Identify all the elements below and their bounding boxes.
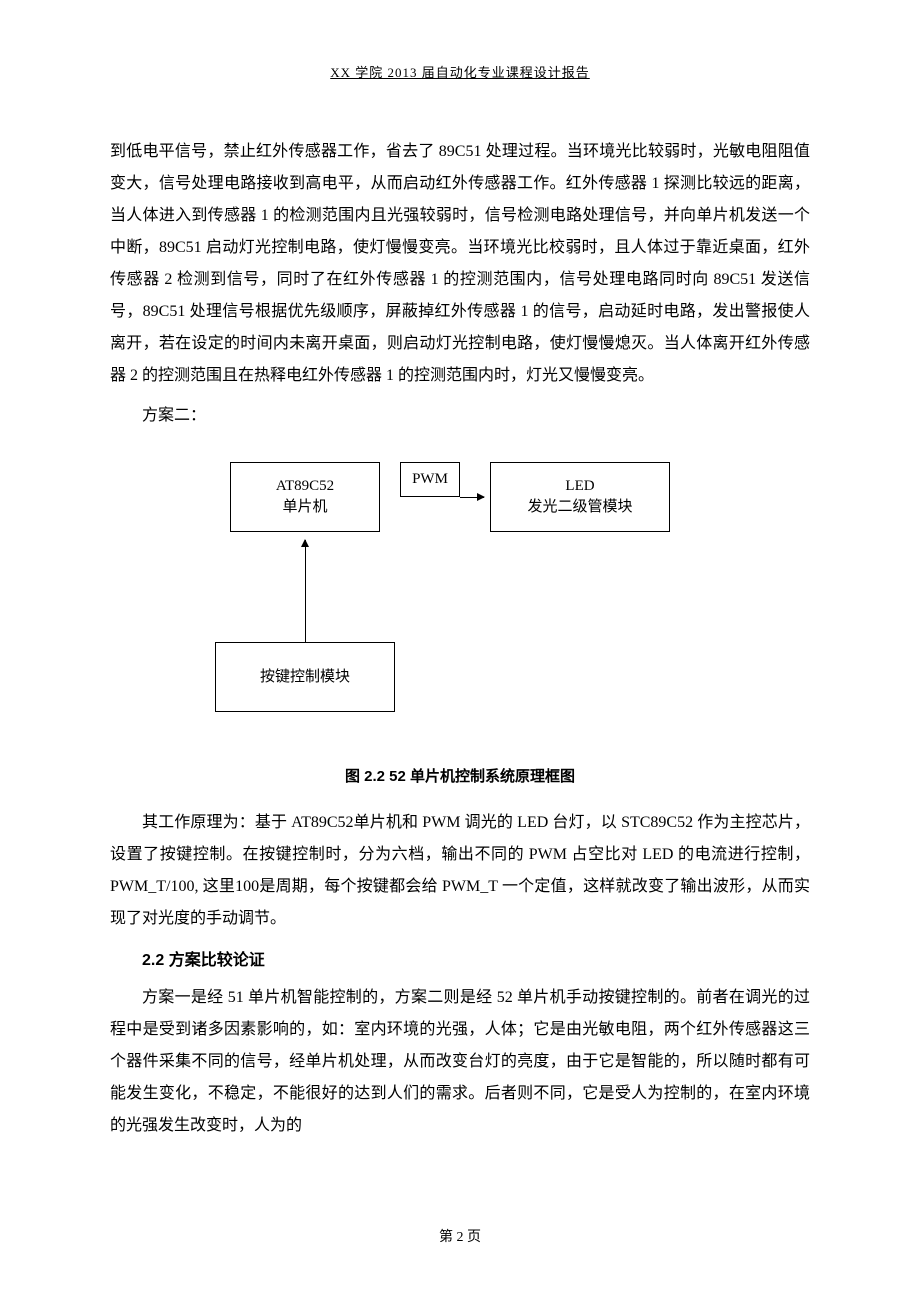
diagram-node-mcu: AT89C52 单片机 [230,462,380,532]
system-diagram: AT89C52 单片机 PWM LED 发光二级管模块 按键控制模块 [210,462,710,722]
diagram-node-pwm: PWM [400,462,460,497]
paragraph-3: 其工作原理为：基于 AT89C52单片机和 PWM 调光的 LED 台灯，以 S… [110,807,810,935]
led-label-2: 发光二级管模块 [527,497,632,518]
diagram-arrow-pwm-to-led [460,497,484,498]
diagram-arrow-key-to-mcu [305,540,306,642]
section-heading-2-2: 2.2 方案比较论证 [110,945,810,977]
led-label-1: LED [565,476,594,497]
diagram-node-led: LED 发光二级管模块 [490,462,670,532]
page-footer: 第 2 页 [0,1224,920,1252]
diagram-caption: 图 2.2 52 单片机控制系统原理框图 [110,762,810,792]
paragraph-1: 到低电平信号，禁止红外传感器工作，省去了 89C51 处理过程。当环境光比较弱时… [110,136,810,392]
paragraph-2: 方案二： [110,400,810,432]
pwm-label: PWM [412,469,448,490]
diagram-node-key: 按键控制模块 [215,642,395,712]
page-header: XX 学院 2013 届自动化专业课程设计报告 [110,60,810,86]
mcu-label-2: 单片机 [282,497,327,518]
mcu-label-1: AT89C52 [276,476,334,497]
key-label: 按键控制模块 [260,667,350,688]
paragraph-4: 方案一是经 51 单片机智能控制的，方案二则是经 52 单片机手动按键控制的。前… [110,982,810,1142]
